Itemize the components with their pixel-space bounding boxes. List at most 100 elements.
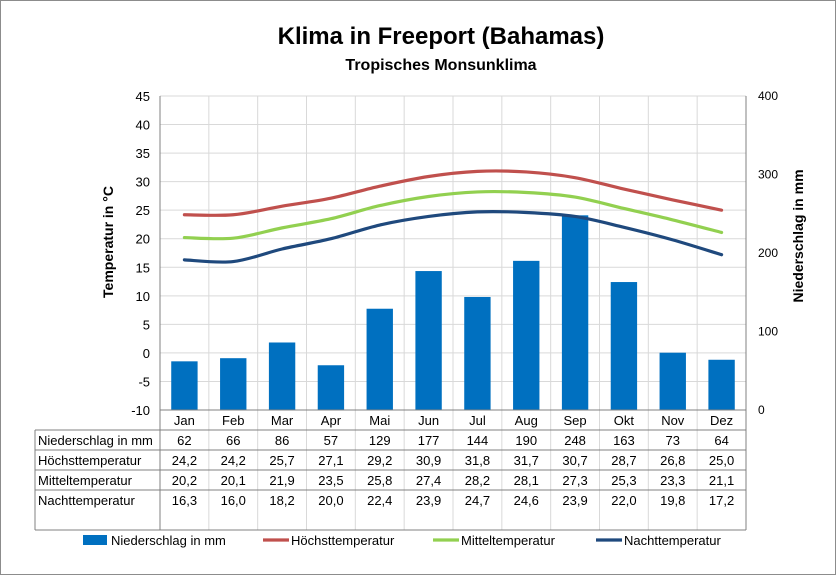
data-label: 25,3 bbox=[611, 473, 636, 488]
data-label: 26,8 bbox=[660, 453, 685, 468]
data-label: 248 bbox=[564, 433, 586, 448]
data-label: 18,2 bbox=[269, 493, 294, 508]
precipitation-bar bbox=[220, 358, 247, 410]
x-tick-label: Mai bbox=[369, 413, 390, 428]
data-label: 31,8 bbox=[465, 453, 490, 468]
precipitation-bar bbox=[659, 352, 686, 410]
chart-subtitle: Tropisches Monsunklima bbox=[345, 57, 536, 74]
data-label: 29,2 bbox=[367, 453, 392, 468]
series-line-2 bbox=[182, 209, 724, 264]
y-right-axis-label: Niederschlag in mm bbox=[790, 169, 806, 302]
series-line-1 bbox=[182, 189, 724, 241]
precipitation-bar bbox=[171, 361, 198, 410]
data-label: 129 bbox=[369, 433, 391, 448]
data-label: 27,3 bbox=[562, 473, 587, 488]
data-label: 25,0 bbox=[709, 453, 734, 468]
x-tick-label: Jun bbox=[418, 413, 439, 428]
grid-lines bbox=[159, 95, 747, 530]
x-tick-label: Nov bbox=[661, 413, 685, 428]
y-left-tick-label: 40 bbox=[136, 118, 150, 133]
data-label: 73 bbox=[666, 433, 680, 448]
data-label: 23,9 bbox=[416, 493, 441, 508]
y-left-tick-label: 5 bbox=[143, 317, 150, 332]
data-label: 21,1 bbox=[709, 473, 734, 488]
y-left-tick-label: -5 bbox=[138, 374, 150, 389]
y-left-axis-label: Temperatur in °C bbox=[100, 186, 116, 298]
data-label: 22,0 bbox=[611, 493, 636, 508]
legend-swatch-bar bbox=[83, 535, 107, 545]
axes: -10 -5 0 5 10 15 20 25 30 35 40 45 0 100 200 300 400 bbox=[131, 89, 778, 418]
data-label: 28,7 bbox=[611, 453, 636, 468]
precipitation-bar bbox=[610, 282, 638, 410]
data-label: 20,0 bbox=[318, 493, 343, 508]
data-label: 24,2 bbox=[172, 453, 197, 468]
data-label: 64 bbox=[714, 433, 728, 448]
data-label: 24,7 bbox=[465, 493, 490, 508]
data-label: 20,2 bbox=[172, 473, 197, 488]
data-label: 30,9 bbox=[416, 453, 441, 468]
precipitation-bar bbox=[464, 296, 491, 410]
x-tick-label: Dez bbox=[710, 413, 733, 428]
data-label: 62 bbox=[177, 433, 191, 448]
y-left-tick-label: 10 bbox=[136, 289, 150, 304]
data-label: 20,1 bbox=[221, 473, 246, 488]
data-label: 190 bbox=[515, 433, 537, 448]
data-label: 28,1 bbox=[514, 473, 539, 488]
y-left-tick-label: 20 bbox=[136, 232, 150, 247]
data-label: 24,2 bbox=[221, 453, 246, 468]
y-left-tick-label: 35 bbox=[136, 146, 150, 161]
legend-entry: Mitteltemperatur bbox=[433, 533, 556, 548]
legend-label: Niederschlag in mm bbox=[111, 533, 226, 548]
table-row-label: Nachttemperatur bbox=[38, 493, 135, 508]
x-tick-label: Feb bbox=[222, 413, 244, 428]
legend-label: Höchsttemperatur bbox=[291, 533, 395, 548]
precipitation-bar bbox=[708, 359, 735, 410]
legend-label: Mitteltemperatur bbox=[461, 533, 556, 548]
data-label: 30,7 bbox=[562, 453, 587, 468]
data-table: Jan Feb Mar Apr Mai Jun Jul Aug Sep Okt Nov Dez Nied… bbox=[34, 413, 746, 531]
data-label: 66 bbox=[226, 433, 240, 448]
precipitation-bar bbox=[415, 271, 442, 410]
data-label: 27,1 bbox=[318, 453, 343, 468]
legend-entry: Höchsttemperatur bbox=[263, 533, 395, 548]
data-label: 23,9 bbox=[562, 493, 587, 508]
y-left-tick-label: -10 bbox=[131, 403, 150, 418]
table-row-label: Niederschlag in mm bbox=[38, 433, 153, 448]
precipitation-bar bbox=[268, 342, 296, 410]
data-label: 24,6 bbox=[514, 493, 539, 508]
y-right-tick-label: 0 bbox=[758, 403, 765, 417]
data-label: 25,7 bbox=[269, 453, 294, 468]
y-left-tick-label: 30 bbox=[136, 175, 150, 190]
data-label: 28,2 bbox=[465, 473, 490, 488]
data-label: 144 bbox=[467, 433, 489, 448]
legend-label: Nachttemperatur bbox=[624, 533, 721, 548]
chart-title: Klima in Freeport (Bahamas) bbox=[278, 23, 605, 50]
x-tick-label: Apr bbox=[321, 413, 342, 428]
legend: Niederschlag in mm Höchsttemperatur Mittel… bbox=[83, 533, 721, 548]
y-right-tick-label: 200 bbox=[758, 246, 778, 260]
data-label: 16,0 bbox=[221, 493, 246, 508]
data-label: 31,7 bbox=[514, 453, 539, 468]
data-label: 25,8 bbox=[367, 473, 392, 488]
data-label: 57 bbox=[324, 433, 338, 448]
precipitation-bar bbox=[561, 215, 589, 410]
x-tick-label: Sep bbox=[564, 413, 587, 428]
data-label: 23,3 bbox=[660, 473, 685, 488]
temperature-lines bbox=[182, 169, 724, 264]
table-row-label: Mitteltemperatur bbox=[38, 473, 133, 488]
x-tick-label: Jul bbox=[469, 413, 486, 428]
y-left-tick-label: 45 bbox=[136, 89, 150, 104]
y-left-tick-label: 25 bbox=[136, 203, 150, 218]
legend-entry: Niederschlag in mm bbox=[83, 533, 226, 548]
precipitation-bar bbox=[366, 308, 393, 410]
table-row-label: Höchsttemperatur bbox=[38, 453, 142, 468]
data-label: 22,4 bbox=[367, 493, 392, 508]
series-line-0 bbox=[182, 169, 724, 217]
y-left-tick-label: 0 bbox=[143, 346, 150, 361]
legend-entry: Nachttemperatur bbox=[596, 533, 721, 548]
y-right-tick-label: 100 bbox=[758, 325, 778, 339]
data-label: 16,3 bbox=[172, 493, 197, 508]
data-label: 163 bbox=[613, 433, 635, 448]
precipitation-bar bbox=[317, 365, 345, 410]
